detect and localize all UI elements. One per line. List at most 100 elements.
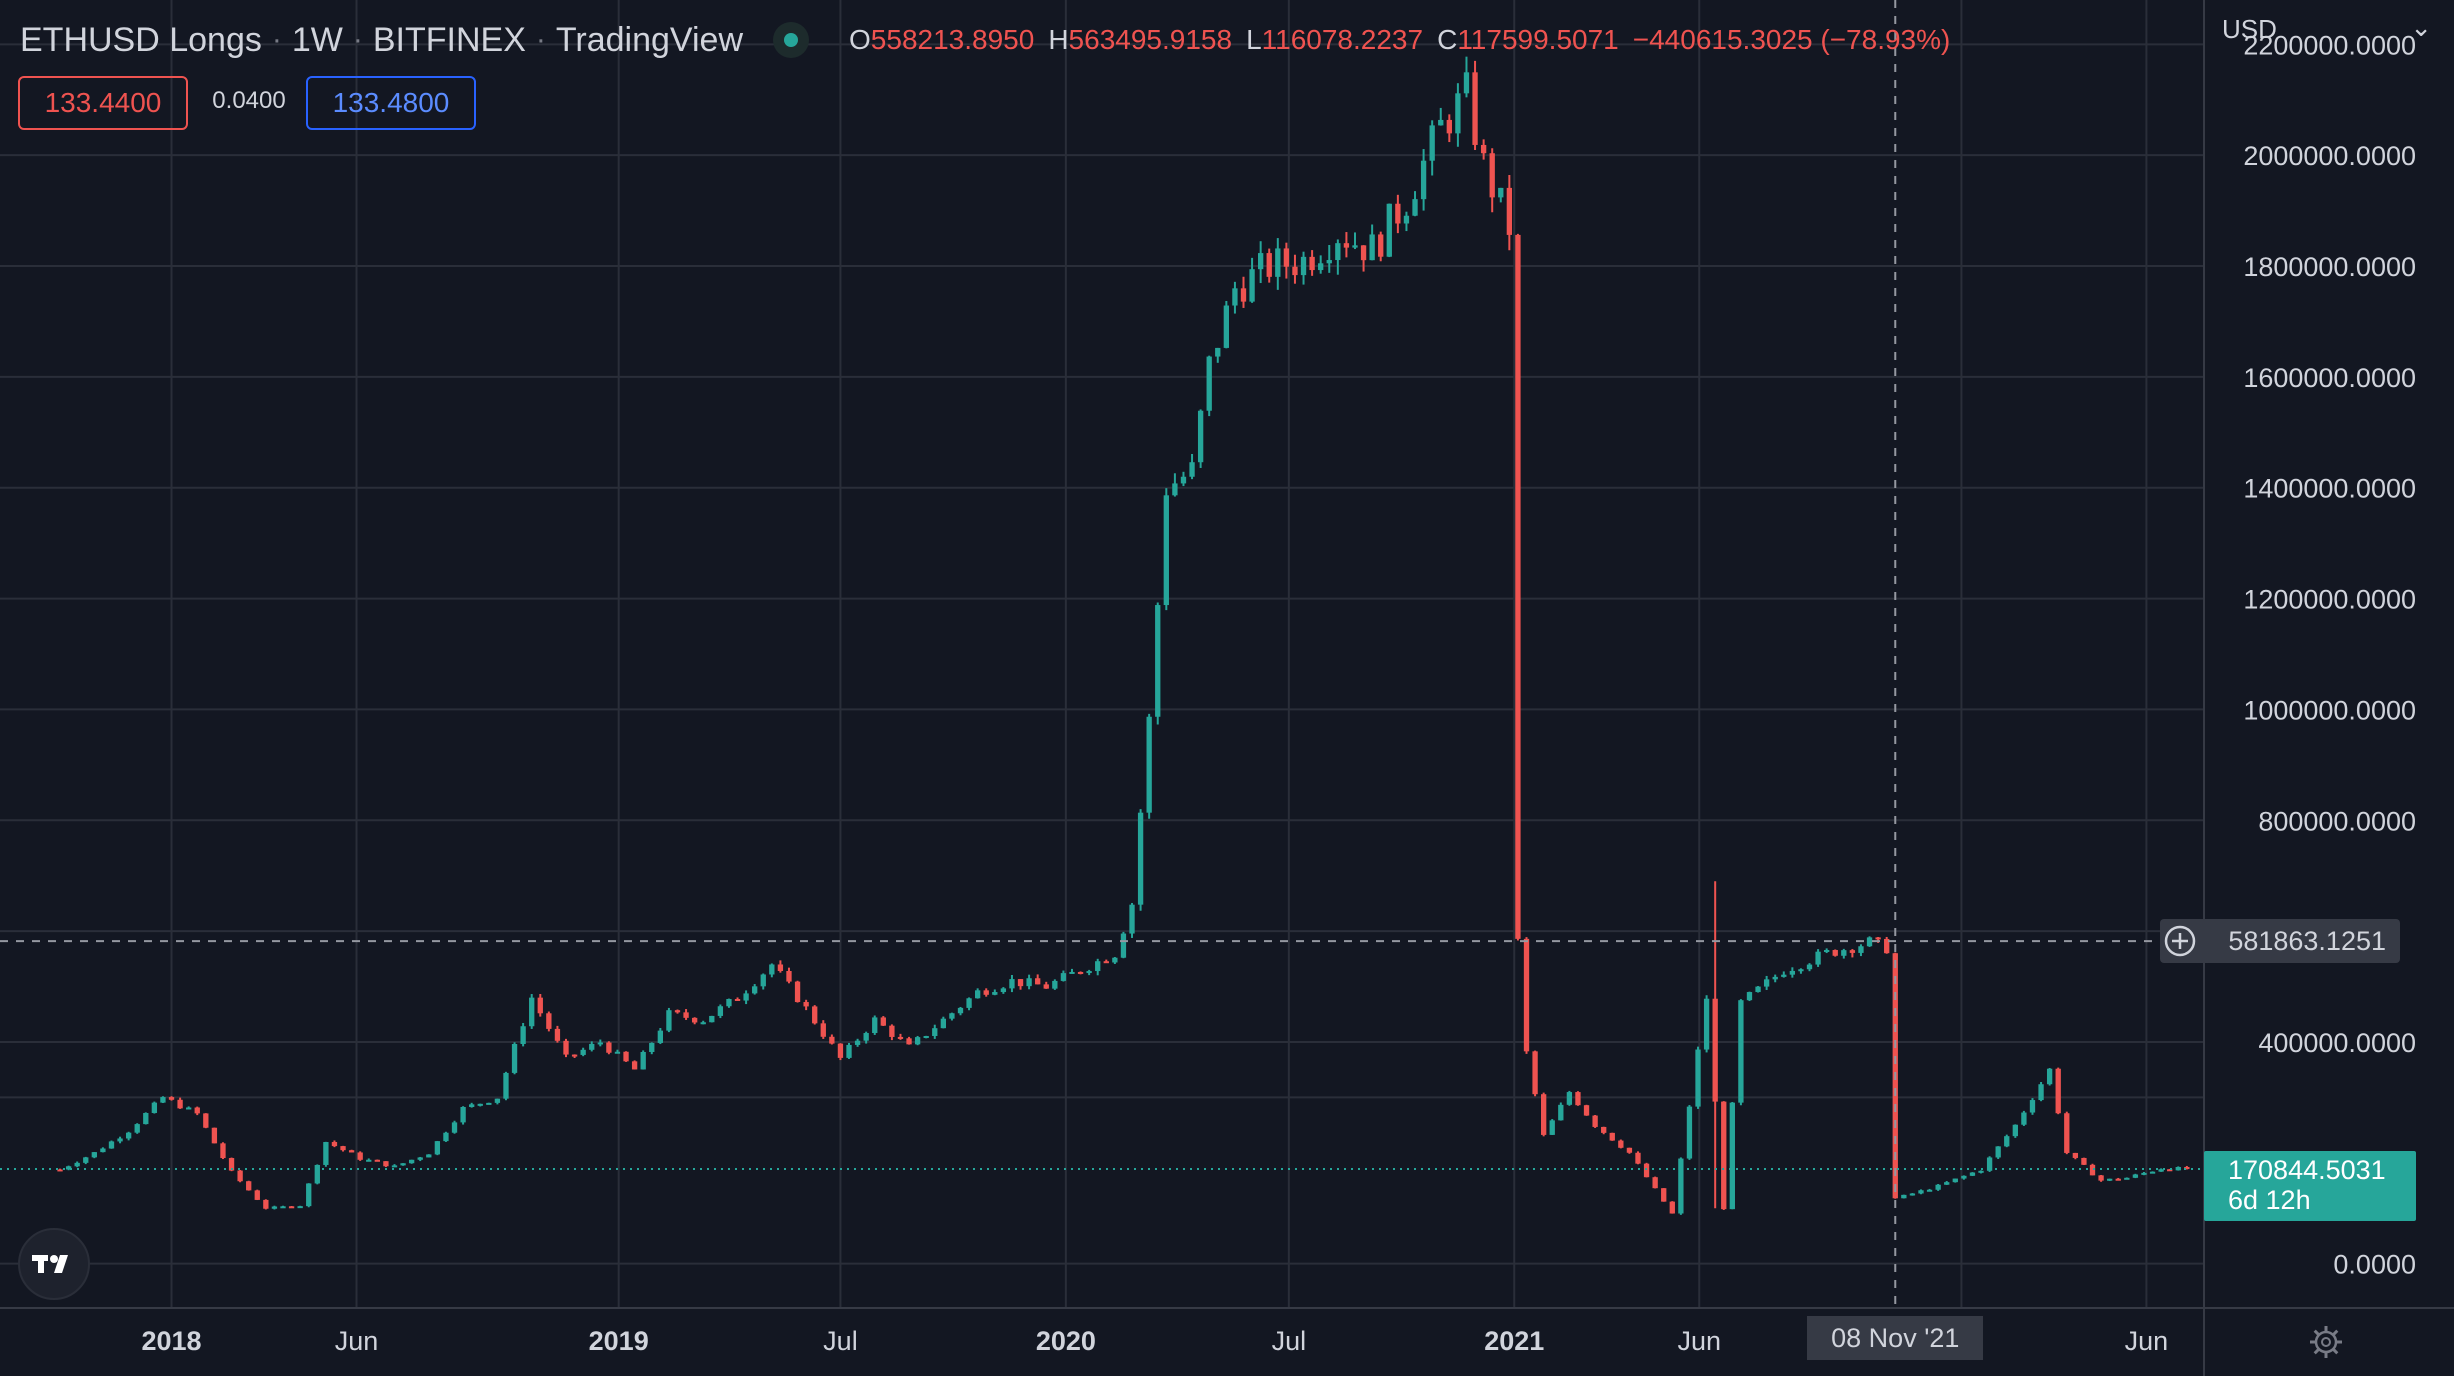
candle-body [1935, 1184, 1941, 1190]
price-tick-label: 2000000.0000 [2243, 141, 2416, 171]
candle-body [1240, 288, 1247, 302]
candle-body [2081, 1157, 2087, 1165]
candle-body [1609, 1132, 1615, 1141]
candle-body [1137, 812, 1144, 905]
candle-body [631, 1061, 638, 1070]
candle-body [1815, 951, 1821, 965]
candle-body [83, 1157, 89, 1163]
candle-body [2158, 1169, 2164, 1172]
candle-body [1669, 1201, 1675, 1214]
candle-body [357, 1152, 363, 1160]
plus-circle-icon[interactable] [2162, 923, 2198, 959]
candle-body [1532, 1051, 1538, 1095]
candle-body [589, 1043, 595, 1050]
gear-icon[interactable] [2306, 1322, 2346, 1362]
currency-selector[interactable]: USD ⌄ [2222, 12, 2432, 48]
candle-body [143, 1112, 149, 1125]
candle-body [640, 1052, 646, 1070]
time-tick-label: 2019 [589, 1326, 649, 1356]
symbol-name[interactable]: ETHUSD Longs [20, 20, 262, 59]
candle-body [1120, 933, 1127, 958]
candle-body [760, 974, 766, 987]
candle-body [606, 1042, 612, 1053]
candle-body [1986, 1157, 1993, 1171]
legend-separator: · [535, 23, 546, 56]
candle-body [194, 1107, 200, 1114]
candle-body [1695, 1049, 1701, 1107]
candle-body [100, 1148, 106, 1153]
candle-body [597, 1042, 603, 1045]
candle-body [1592, 1115, 1598, 1127]
candle-body [177, 1099, 183, 1109]
candle-body [1489, 153, 1495, 198]
candle-body [1309, 256, 1315, 271]
candle-body [812, 1006, 818, 1024]
buy-price-button[interactable]: 133.4800 [306, 76, 476, 130]
candle-body [623, 1051, 629, 1062]
candle-body [1069, 971, 1075, 974]
candle-body [1283, 248, 1290, 267]
candle-body [1926, 1189, 1933, 1192]
candle-body [151, 1102, 158, 1113]
open-value: 558213.8950 [870, 24, 1035, 55]
ohlc-open: O558213.8950 [849, 24, 1034, 56]
candle-body [1678, 1158, 1684, 1214]
candle-body [57, 1169, 63, 1172]
candle-body [949, 1013, 955, 1019]
candle-body [503, 1072, 509, 1099]
candle-body [1866, 937, 1873, 947]
bar-countdown: 6d 12h [2228, 1184, 2311, 1215]
candle-body [734, 998, 741, 1001]
tradingview-logo-icon[interactable] [18, 1228, 90, 1300]
candle-body [1506, 187, 1513, 235]
ohlc-low: L116078.2237 [1246, 24, 1423, 56]
candle-body [2107, 1178, 2113, 1181]
candle-body [1652, 1177, 1658, 1189]
candle-body [271, 1206, 278, 1209]
last-price-value: 170844.5031 [2228, 1154, 2386, 1185]
candle-body [263, 1199, 269, 1209]
price-tick-label: 1400000.0000 [2243, 474, 2416, 504]
market-status-dot-icon[interactable] [773, 22, 810, 58]
candle-body [1095, 961, 1101, 972]
candle-body [1712, 998, 1718, 1102]
candle-body [1215, 347, 1221, 357]
candle-body [1369, 234, 1375, 261]
candle-body [649, 1042, 655, 1053]
time-tick-label: 2020 [1036, 1326, 1096, 1356]
candle-body [1806, 964, 1813, 970]
candle-body [400, 1163, 406, 1166]
sell-price-button[interactable]: 133.4400 [18, 76, 188, 130]
candle-body [820, 1023, 826, 1037]
candle-body [1060, 973, 1067, 981]
candle-body [426, 1154, 432, 1158]
candle-body [511, 1043, 518, 1073]
source-label: TradingView [555, 20, 744, 59]
candle-body [974, 990, 981, 999]
candle-body [1781, 974, 1787, 977]
candle-body [1360, 245, 1367, 261]
candle-body [1626, 1147, 1633, 1153]
interval-label[interactable]: 1W [291, 20, 343, 59]
close-value: 117599.5071 [1457, 24, 1619, 55]
ohlc-high: H563495.9158 [1048, 24, 1232, 56]
candle-body [914, 1037, 921, 1045]
candle-body [306, 1183, 312, 1207]
price-scale[interactable]: 2200000.0000 2000000.0000 1800000.0000 1600… [2243, 30, 2416, 1279]
time-tick-label: Jul [1272, 1326, 1307, 1356]
candle-body [777, 964, 784, 971]
candle-body [1318, 263, 1324, 271]
high-value: 563495.9158 [1068, 24, 1233, 55]
candle-body [992, 992, 998, 995]
price-change: −440615.3025 (−78.93%) [1632, 24, 1951, 55]
candle-body [906, 1038, 912, 1045]
candle-body [794, 981, 801, 1003]
time-tick-label: Jun [2125, 1326, 2169, 1356]
candle-body [546, 1013, 552, 1029]
candle-body [108, 1141, 115, 1149]
candle-body [2064, 1113, 2070, 1153]
candle-body [1103, 961, 1109, 964]
candle-body [2141, 1172, 2147, 1175]
candle-body [1686, 1106, 1693, 1159]
